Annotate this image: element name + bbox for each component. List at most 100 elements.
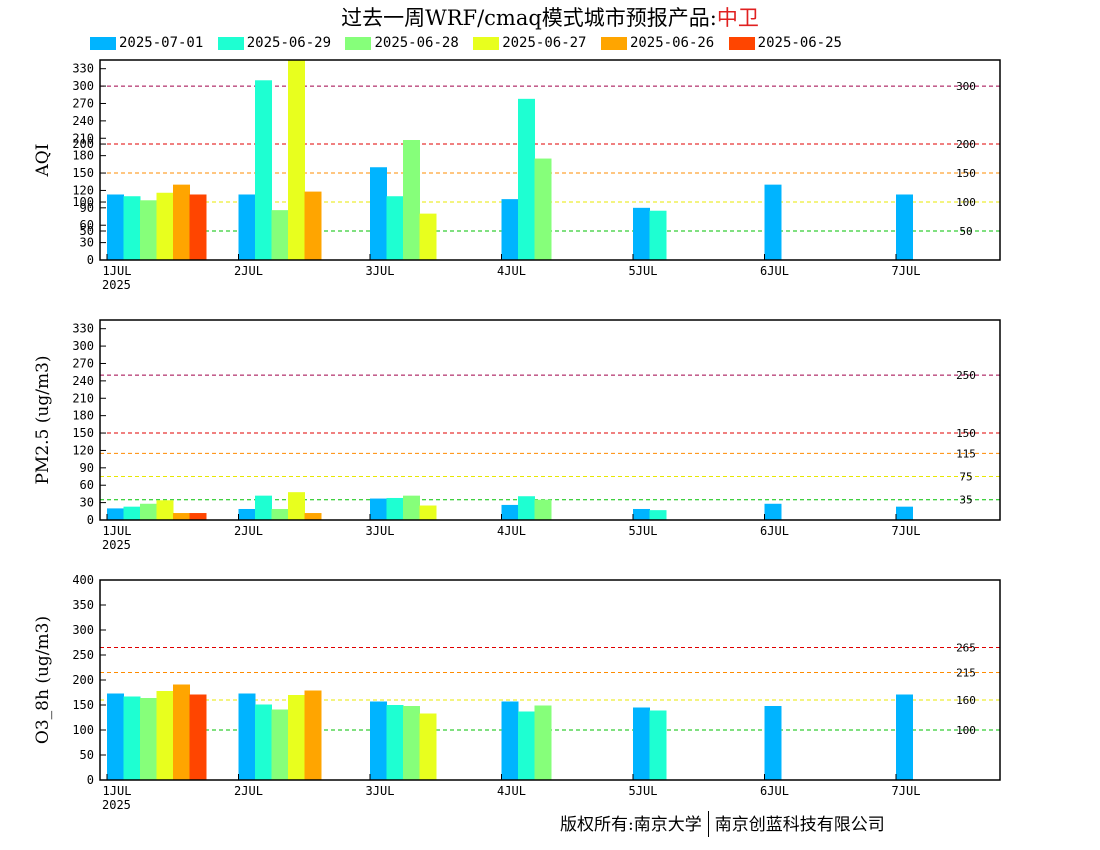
y-tick-label: 0 xyxy=(87,773,94,787)
x-tick-label: 1JUL xyxy=(103,264,132,278)
legend-item: 2025-06-26 xyxy=(600,35,715,51)
legend-swatch xyxy=(90,36,116,50)
bar xyxy=(140,698,157,780)
bar xyxy=(649,710,667,780)
bar xyxy=(403,706,420,780)
y-tick-label: 30 xyxy=(80,496,94,510)
x-tick-label: 5JUL xyxy=(629,784,658,798)
threshold-label: 115 xyxy=(956,447,976,460)
x-tick-label: 3JUL xyxy=(366,264,395,278)
bar xyxy=(107,508,124,520)
y-tick-label: 270 xyxy=(72,96,94,110)
x-year-label: 2025 xyxy=(102,278,131,292)
bar xyxy=(370,167,387,260)
threshold-label: 150 xyxy=(956,427,976,440)
legend-swatch xyxy=(473,36,500,50)
legend-swatch xyxy=(345,36,372,50)
bar xyxy=(764,706,782,780)
legend-label: 2025-06-25 xyxy=(757,35,842,51)
y-axis-label: O3_8h (ug/m3) xyxy=(33,616,53,744)
y-tick-label: 300 xyxy=(72,339,94,353)
bar xyxy=(140,200,157,260)
y-tick-label: 180 xyxy=(72,409,94,423)
threshold-label: 50 xyxy=(959,225,972,238)
y-tick-label: 120 xyxy=(72,183,94,197)
bar xyxy=(534,158,552,260)
y-axis-label: PM2.5 (ug/m3) xyxy=(33,355,53,484)
bar xyxy=(123,196,141,260)
bar xyxy=(173,684,190,780)
threshold-label: 300 xyxy=(956,80,976,93)
x-tick-label: 3JUL xyxy=(366,784,395,798)
title-main: 过去一周WRF/cmaq模式城市预报产品: xyxy=(341,6,717,30)
y-tick-label: 270 xyxy=(72,356,94,370)
bar xyxy=(107,693,124,780)
threshold-label: 100 xyxy=(956,196,976,209)
bar xyxy=(370,498,387,520)
bar xyxy=(386,497,404,520)
bar xyxy=(304,513,322,520)
legend-label: 2025-06-26 xyxy=(629,35,715,51)
y-tick-label: 150 xyxy=(72,698,94,712)
footer-separator xyxy=(707,810,709,837)
copyright-owner: 版权所有:南京大学 xyxy=(560,815,702,835)
y-tick-label: 330 xyxy=(72,322,94,336)
x-tick-label: 7JUL xyxy=(892,784,921,798)
y-tick-label: 100 xyxy=(72,195,94,209)
x-tick-label: 2JUL xyxy=(234,784,263,798)
legend-swatch xyxy=(217,36,244,50)
y-tick-label: 150 xyxy=(72,426,94,440)
bar xyxy=(896,506,913,520)
bar xyxy=(189,194,207,260)
copyright-footer: 版权所有:南京大学 南京创蓝科技有限公司 xyxy=(560,810,885,839)
bar xyxy=(403,495,420,520)
x-tick-label: 2JUL xyxy=(234,264,263,278)
y-tick-label: 90 xyxy=(80,461,94,475)
x-tick-label: 6JUL xyxy=(760,264,789,278)
bar xyxy=(156,192,174,260)
threshold-label: 100 xyxy=(956,724,976,737)
legend-swatch xyxy=(600,36,627,50)
plot-frame xyxy=(99,319,1001,521)
y-tick-label: 330 xyxy=(72,62,94,76)
y-tick-label: 50 xyxy=(80,224,94,238)
x-tick-label: 5JUL xyxy=(629,264,658,278)
y-tick-label: 0 xyxy=(87,513,94,527)
x-tick-label: 6JUL xyxy=(760,524,789,538)
bar xyxy=(764,184,782,260)
y-tick-label: 250 xyxy=(72,648,94,662)
bar xyxy=(255,704,272,780)
bar xyxy=(140,503,157,520)
legend-item: 2025-06-29 xyxy=(217,35,332,51)
threshold-label: 215 xyxy=(956,667,976,680)
bar xyxy=(501,701,519,780)
bar xyxy=(156,691,174,780)
bar xyxy=(304,191,322,260)
bar xyxy=(271,709,289,780)
threshold-label: 265 xyxy=(956,642,976,655)
x-year-label: 2025 xyxy=(102,798,131,812)
x-tick-label: 4JUL xyxy=(497,784,526,798)
bar xyxy=(288,492,305,520)
bar xyxy=(896,694,913,780)
bar xyxy=(189,694,207,780)
threshold-label: 200 xyxy=(956,138,976,151)
y-tick-label: 210 xyxy=(72,391,94,405)
y-tick-label: 120 xyxy=(72,443,94,457)
x-tick-label: 1JUL xyxy=(103,524,132,538)
bar xyxy=(173,184,190,260)
y-axis-label: AQI xyxy=(33,144,53,178)
legend-label: 2025-06-29 xyxy=(246,35,332,51)
bar xyxy=(518,98,535,260)
x-tick-label: 1JUL xyxy=(103,784,132,798)
bar xyxy=(255,80,272,260)
bar xyxy=(156,500,174,520)
y-tick-label: 100 xyxy=(72,723,94,737)
legend-label: 2025-06-28 xyxy=(374,35,459,51)
bar xyxy=(534,705,552,780)
y-tick-label: 180 xyxy=(72,149,94,163)
y-tick-label: 90 xyxy=(80,201,94,215)
bar xyxy=(518,711,535,780)
bar xyxy=(255,495,272,520)
bar xyxy=(501,199,519,260)
